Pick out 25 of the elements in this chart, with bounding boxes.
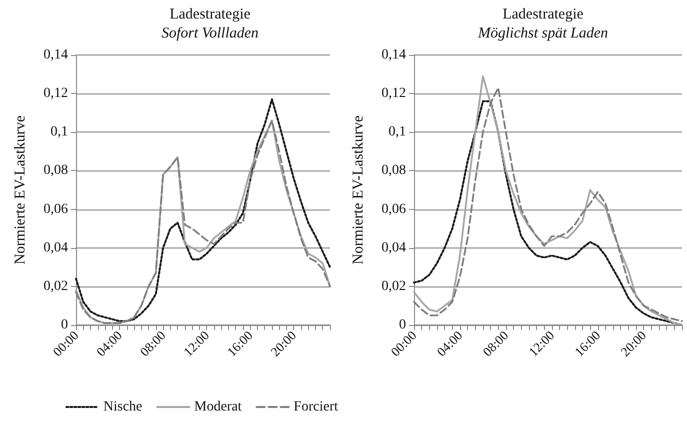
chart-title: Ladestrategie [502, 6, 584, 22]
y-tick-label: 0 [399, 318, 406, 332]
legend-label: Forciert [294, 400, 338, 414]
y-tick-label: 0 [61, 318, 68, 332]
y-tick-label: 0,06 [382, 202, 406, 217]
y-tick-label: 0,06 [44, 202, 68, 217]
y-tick-label: 0,08 [44, 163, 68, 178]
chart-title: Ladestrategie [170, 6, 251, 22]
chart-subtitle: Möglichst spät Laden [477, 26, 608, 42]
y-axis-title: Normierte EV-Lastkurve [350, 115, 366, 264]
y-tick-label: 0,04 [382, 240, 406, 256]
y-tick-label: 0,14 [44, 48, 68, 62]
y-tick-label: 0,14 [382, 48, 406, 62]
legend-label: Moderat [194, 400, 242, 414]
y-tick-label: 0,12 [44, 86, 68, 102]
y-tick-label: 0,1 [50, 124, 68, 140]
y-tick-label: 0,02 [382, 278, 406, 294]
y-tick-label: 0,12 [382, 86, 406, 102]
legend-label: Nische [103, 400, 142, 414]
y-tick-label: 0,08 [382, 163, 406, 178]
y-axis-title: Normierte EV-Lastkurve [12, 115, 28, 264]
y-tick-label: 0,02 [44, 278, 68, 294]
chart-subtitle: Sofort Vollladen [161, 26, 259, 42]
y-tick-label: 0,1 [388, 124, 406, 140]
y-tick-label: 0,04 [44, 240, 68, 256]
